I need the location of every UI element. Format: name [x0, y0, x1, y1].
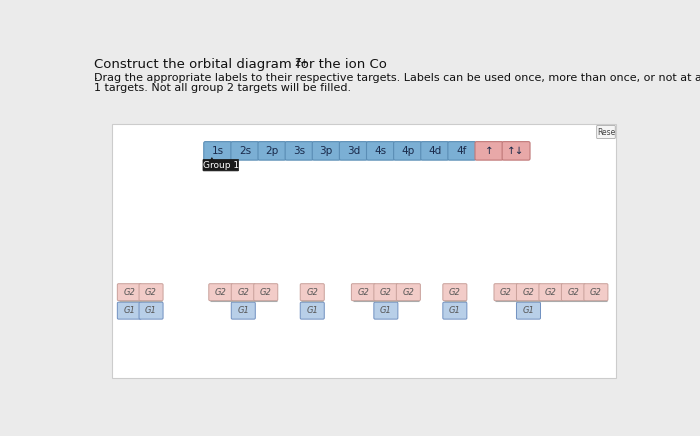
Text: G2: G2	[449, 288, 461, 296]
FancyBboxPatch shape	[502, 142, 530, 160]
FancyBboxPatch shape	[209, 284, 233, 301]
Text: 2+: 2+	[295, 58, 309, 68]
Text: G1: G1	[145, 306, 157, 315]
FancyBboxPatch shape	[118, 302, 141, 319]
FancyBboxPatch shape	[396, 284, 421, 301]
FancyBboxPatch shape	[494, 284, 518, 301]
Polygon shape	[210, 157, 214, 160]
Text: G1: G1	[449, 306, 461, 315]
Text: G2: G2	[358, 288, 370, 296]
FancyBboxPatch shape	[139, 302, 163, 319]
Text: 1 targets. Not all group 2 targets will be filled.: 1 targets. Not all group 2 targets will …	[94, 83, 351, 93]
FancyBboxPatch shape	[300, 302, 324, 319]
Text: G2: G2	[590, 288, 602, 296]
FancyBboxPatch shape	[118, 284, 141, 301]
Text: G2: G2	[568, 288, 580, 296]
FancyBboxPatch shape	[203, 159, 239, 171]
Text: 4d: 4d	[428, 146, 441, 156]
FancyBboxPatch shape	[285, 142, 313, 160]
FancyBboxPatch shape	[300, 284, 324, 301]
FancyBboxPatch shape	[596, 126, 615, 139]
Text: G1: G1	[237, 306, 249, 315]
FancyBboxPatch shape	[351, 284, 375, 301]
FancyBboxPatch shape	[475, 142, 503, 160]
Text: Group 1: Group 1	[203, 160, 239, 170]
Text: G1: G1	[380, 306, 392, 315]
FancyBboxPatch shape	[139, 284, 163, 301]
FancyBboxPatch shape	[539, 284, 563, 301]
FancyBboxPatch shape	[231, 302, 255, 319]
FancyBboxPatch shape	[561, 284, 585, 301]
FancyBboxPatch shape	[443, 284, 467, 301]
Text: G1: G1	[522, 306, 534, 315]
FancyBboxPatch shape	[393, 142, 421, 160]
Text: 1s: 1s	[211, 146, 224, 156]
Text: G1: G1	[123, 306, 135, 315]
FancyBboxPatch shape	[584, 284, 608, 301]
FancyBboxPatch shape	[421, 142, 449, 160]
Text: 2p: 2p	[265, 146, 279, 156]
Text: G2: G2	[260, 288, 272, 296]
Text: G2: G2	[380, 288, 392, 296]
Text: 4f: 4f	[456, 146, 467, 156]
FancyBboxPatch shape	[312, 142, 340, 160]
Text: 4p: 4p	[401, 146, 414, 156]
Text: G2: G2	[402, 288, 414, 296]
Text: .: .	[94, 69, 98, 82]
FancyBboxPatch shape	[367, 142, 394, 160]
Text: G2: G2	[522, 288, 534, 296]
FancyBboxPatch shape	[231, 142, 259, 160]
Text: G2: G2	[215, 288, 227, 296]
FancyBboxPatch shape	[112, 124, 616, 378]
Text: 3s: 3s	[293, 146, 305, 156]
Text: ↑↓: ↑↓	[508, 146, 525, 156]
FancyBboxPatch shape	[448, 142, 476, 160]
Text: Rese: Rese	[597, 127, 615, 136]
Text: 3d: 3d	[346, 146, 360, 156]
Text: G2: G2	[145, 288, 157, 296]
Text: Drag the appropriate labels to their respective targets. Labels can be used once: Drag the appropriate labels to their res…	[94, 73, 700, 83]
FancyBboxPatch shape	[258, 142, 286, 160]
FancyBboxPatch shape	[443, 302, 467, 319]
Text: G2: G2	[123, 288, 135, 296]
Text: G2: G2	[237, 288, 249, 296]
FancyBboxPatch shape	[340, 142, 368, 160]
FancyBboxPatch shape	[374, 284, 398, 301]
Text: G2: G2	[307, 288, 319, 296]
FancyBboxPatch shape	[204, 142, 232, 160]
Text: ↑: ↑	[484, 146, 494, 156]
FancyBboxPatch shape	[231, 284, 255, 301]
Text: 4s: 4s	[374, 146, 386, 156]
FancyBboxPatch shape	[253, 284, 278, 301]
Text: G1: G1	[307, 306, 319, 315]
Text: 2s: 2s	[239, 146, 251, 156]
Text: G2: G2	[545, 288, 557, 296]
FancyBboxPatch shape	[517, 284, 540, 301]
Text: G2: G2	[500, 288, 512, 296]
FancyBboxPatch shape	[374, 302, 398, 319]
FancyBboxPatch shape	[517, 302, 540, 319]
Text: Construct the orbital diagram for the ion Co: Construct the orbital diagram for the io…	[94, 58, 386, 72]
Text: 3p: 3p	[320, 146, 332, 156]
